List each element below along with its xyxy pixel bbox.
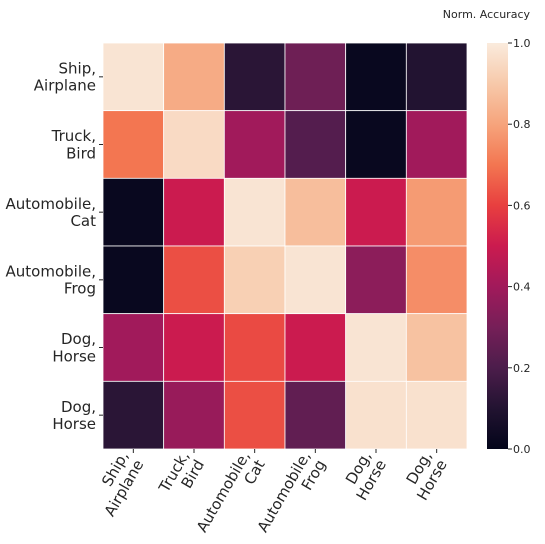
heatmap-cell <box>284 380 347 450</box>
heatmap-cell <box>102 42 165 112</box>
x-tick-group: Dog,Horse <box>398 448 451 503</box>
heatmap-cell <box>405 110 468 179</box>
heatmap-cell <box>102 380 165 450</box>
heatmap-cell <box>345 313 407 382</box>
heatmap-cell <box>102 110 165 179</box>
heatmap-cell <box>163 177 225 247</box>
colorbar-tick-label: 0.2 <box>513 362 531 375</box>
colorbar-tick-label: 0.8 <box>513 118 531 131</box>
heatmap-cell <box>284 110 347 179</box>
heatmap-cell <box>223 313 286 382</box>
x-tick-label: Ship,Airplane <box>86 448 148 520</box>
heatmap-cell <box>223 110 286 179</box>
heatmap-cell <box>405 245 468 315</box>
x-tick-group: Truck,Bird <box>155 448 208 505</box>
y-tick-label: Ship, Airplane <box>34 59 96 94</box>
y-tick-label: Truck, Bird <box>51 127 96 162</box>
heatmap-cell <box>102 177 165 247</box>
heatmap-cell <box>345 42 407 112</box>
heatmap-cell <box>405 380 468 450</box>
colorbar-tick-label: 0.6 <box>513 199 531 212</box>
heatmap-cell <box>102 313 165 382</box>
colorbar-title: Norm. Accuracy <box>443 8 531 21</box>
y-tick-label: Automobile, Cat <box>6 195 97 230</box>
heatmap-cell <box>223 42 286 112</box>
y-tick-label: Dog, Horse <box>52 330 96 365</box>
heatmap-cell <box>223 177 286 247</box>
colorbar <box>487 43 508 449</box>
heatmap-cell <box>163 245 225 315</box>
heatmap-cell <box>163 42 225 112</box>
y-tick-label: Automobile, Frog <box>6 262 96 297</box>
heatmap-cell <box>345 110 407 179</box>
x-tick-label: Dog,Horse <box>398 448 450 503</box>
x-tick-group: Dog,Horse <box>338 448 390 503</box>
heatmap-cell <box>102 245 165 315</box>
heatmap-cell <box>223 245 286 315</box>
heatmap-cell <box>163 313 225 382</box>
x-tick-label: Automobile,Frog <box>254 448 330 544</box>
heatmap-cell <box>345 380 407 450</box>
heatmap-cell <box>163 110 225 179</box>
x-tick-group: Automobile,Frog <box>254 448 330 544</box>
heatmap-cell <box>284 245 347 315</box>
heatmap-cell <box>345 245 407 315</box>
y-tick-label: Dog, Horse <box>52 398 96 433</box>
colorbar-tick-label: 1.0 <box>513 37 531 50</box>
heatmap-cell <box>405 42 468 112</box>
colorbar-tick-label: 0.4 <box>513 281 531 294</box>
heatmap-cell <box>345 177 407 247</box>
heatmap-cell <box>284 42 347 112</box>
x-tick-label: Truck,Bird <box>155 448 208 505</box>
colorbar-tick-label: 0.0 <box>513 443 531 456</box>
heatmap-cell <box>405 177 468 247</box>
heatmap-cell <box>284 313 347 382</box>
heatmap-cell <box>284 177 347 247</box>
heatmap-cell <box>405 313 468 382</box>
x-tick-label: Dog,Horse <box>338 448 390 503</box>
x-tick-group: Ship,Airplane <box>86 448 148 520</box>
heatmap-cell <box>163 380 225 450</box>
heatmap-cell <box>223 380 286 450</box>
